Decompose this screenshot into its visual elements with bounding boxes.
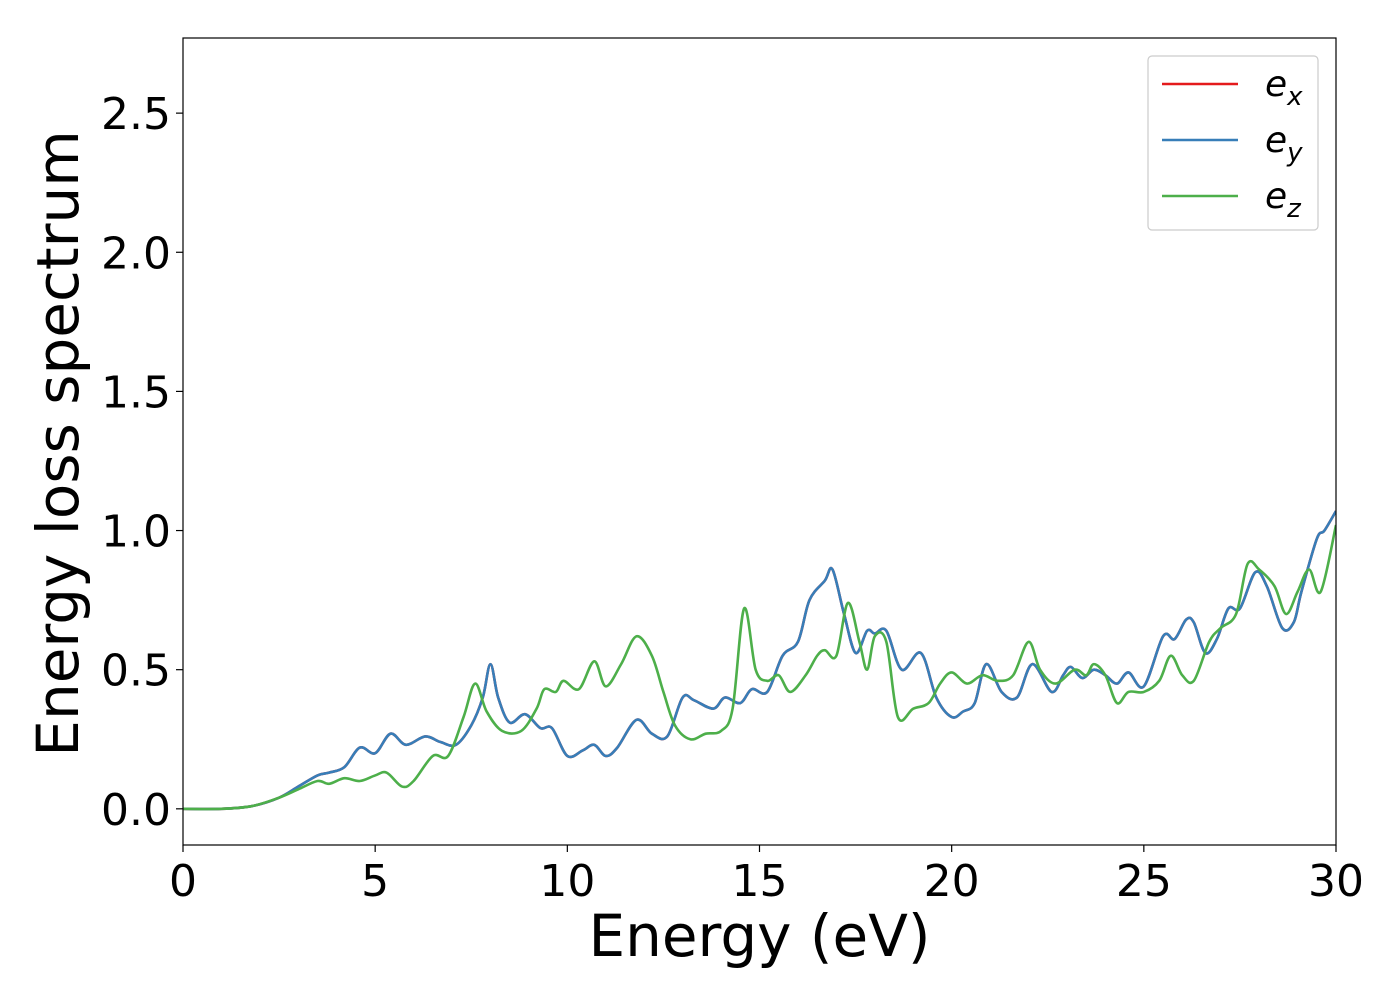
legend-label-base: e [1265, 176, 1287, 217]
series-layer [183, 510, 1336, 811]
x-tick-label: 15 [732, 856, 788, 907]
x-tick-label: 20 [924, 856, 980, 907]
legend-box [1147, 55, 1319, 231]
x-tick-label: 5 [361, 856, 389, 907]
x-tick-label: 0 [169, 856, 197, 907]
legend-label-subscript: x [1286, 82, 1303, 112]
legend-label-base: e [1265, 64, 1287, 105]
legend-label-base: e [1265, 120, 1287, 161]
legend-label-e-z: ez [1265, 176, 1302, 224]
y-tick-label: 1.5 [101, 367, 171, 418]
y-tick-label: 0.5 [101, 646, 171, 697]
y-tick-label: 1.0 [101, 507, 171, 558]
x-tick-label: 30 [1308, 856, 1364, 907]
x-axis: 0 5 10 15 20 25 30 [169, 845, 1364, 907]
y-tick-label: 2.5 [101, 89, 171, 140]
legend-label-e-y: ey [1265, 120, 1303, 168]
legend-label-subscript: z [1286, 194, 1302, 224]
y-axis-title: Energy loss spectrum [24, 130, 92, 756]
legend-label-subscript: y [1286, 138, 1303, 168]
y-tick-label: 0.0 [101, 785, 171, 836]
series-line-e-z [183, 524, 1336, 811]
x-axis-title: Energy (eV) [588, 902, 930, 970]
series-line-e-y [183, 510, 1336, 811]
x-tick-label: 25 [1116, 856, 1172, 907]
x-tick-label: 10 [539, 856, 595, 907]
y-tick-label: 2.0 [101, 228, 171, 279]
y-axis: 0.0 0.5 1.0 1.5 2.0 2.5 [101, 89, 183, 836]
legend-label-e-x: ex [1265, 64, 1303, 112]
